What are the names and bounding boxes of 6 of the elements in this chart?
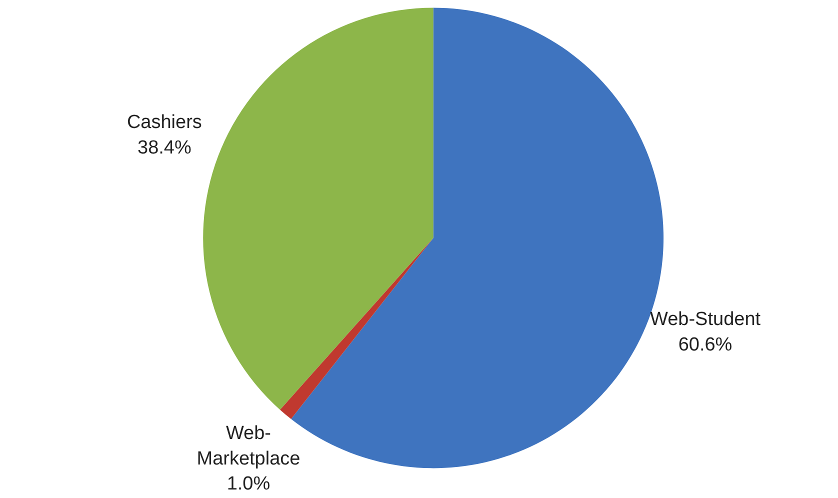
data-label: 60.6% — [678, 334, 732, 356]
slice-label: Cashiers — [126, 112, 202, 134]
slice-label: Web-Student — [650, 309, 762, 330]
slice-label: Web-Marketplace — [196, 423, 300, 470]
data-label: 38.4% — [138, 137, 192, 158]
data-label: 1.0% — [226, 474, 270, 495]
